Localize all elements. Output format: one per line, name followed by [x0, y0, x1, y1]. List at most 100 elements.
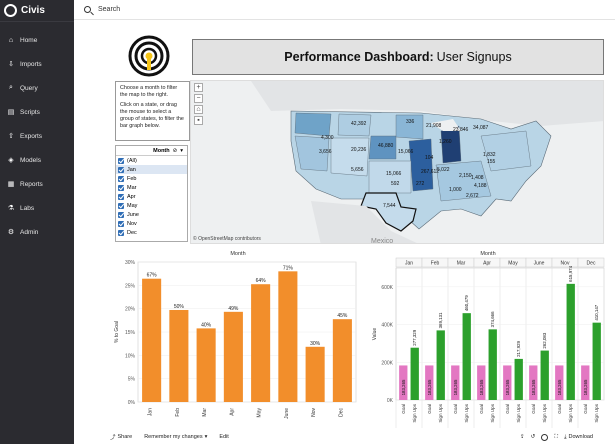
month-filter-option[interactable]: Mar: [116, 183, 187, 192]
month-filter-option[interactable]: Apr: [116, 192, 187, 201]
edit-button[interactable]: Edit: [219, 434, 228, 440]
sidebar-item-home[interactable]: ⌂ Home: [0, 28, 74, 52]
top-search-bar[interactable]: Search: [74, 0, 615, 20]
map-credit[interactable]: © OpenStreetMap contributors: [193, 236, 261, 242]
bar-feb[interactable]: [169, 309, 189, 402]
percent-to-goal-chart[interactable]: Month 0% 5% 10% 15% 20% 25% 30% % to Goal 67% Jan 5…: [110, 248, 366, 426]
state-value-label[interactable]: 34,087: [473, 125, 489, 131]
state-value-label[interactable]: 2,672: [466, 193, 479, 199]
state-value-label[interactable]: 104: [425, 155, 434, 161]
month-filter-option[interactable]: Jan: [116, 165, 187, 174]
state-value-label[interactable]: 272: [416, 181, 425, 187]
checkbox-checked-icon[interactable]: [118, 211, 124, 218]
state-value-label[interactable]: 3,656: [319, 149, 332, 155]
bar-jan[interactable]: [142, 278, 162, 402]
month-filter-option[interactable]: Dec: [116, 228, 187, 237]
checkbox-checked-icon[interactable]: [118, 193, 124, 200]
state-value-label[interactable]: 155: [487, 159, 496, 165]
checkbox-checked-icon[interactable]: [118, 229, 124, 236]
bar-apr[interactable]: [223, 311, 243, 402]
checkbox-checked-icon[interactable]: [118, 175, 124, 182]
lock-map-icon[interactable]: ▪: [194, 116, 203, 125]
goal-bar-feb[interactable]: [425, 365, 434, 400]
bar-nov[interactable]: [305, 346, 325, 402]
bar-dec[interactable]: [332, 319, 352, 402]
state-value-label[interactable]: 4,188: [474, 183, 487, 189]
checkbox-checked-icon[interactable]: [118, 166, 124, 173]
goal-bar-jan[interactable]: [399, 365, 408, 400]
state-value-label[interactable]: 336: [406, 119, 415, 125]
checkbox-checked-icon[interactable]: [118, 220, 124, 227]
state-value-label[interactable]: 46,880: [378, 143, 394, 149]
sidebar-item-models[interactable]: ◈ Models: [0, 148, 74, 172]
refresh-icon[interactable]: [541, 433, 549, 441]
state-value-label[interactable]: 15,066: [386, 171, 402, 177]
map-canvas[interactable]: 336 42,392 21,908 23,846 34,087 4,300 3,656 20,…: [191, 81, 604, 244]
state-value-label[interactable]: 7,544: [383, 203, 396, 209]
month-filter-option[interactable]: Feb: [116, 174, 187, 183]
sidebar-item-reports[interactable]: ▦ Reports: [0, 172, 74, 196]
checkbox-checked-icon[interactable]: [118, 184, 124, 191]
filter-menu-icon[interactable]: ▾: [180, 147, 183, 154]
month-filter-option[interactable]: June: [116, 210, 187, 219]
state-value-label[interactable]: 42,392: [351, 121, 367, 127]
search-icon[interactable]: [84, 6, 91, 13]
share-button[interactable]: ⤴ Share: [110, 433, 132, 441]
signups-bar-may[interactable]: [514, 358, 523, 400]
search-input[interactable]: Search: [98, 6, 121, 13]
us-map[interactable]: 336 42,392 21,908 23,846 34,087 4,300 3,656 20,…: [190, 80, 604, 244]
state-value-label[interactable]: 1,832: [483, 152, 496, 158]
sidebar-item-scripts[interactable]: ▤ Scripts: [0, 100, 74, 124]
share-link-icon[interactable]: ⇪: [520, 434, 525, 440]
signups-bar-feb[interactable]: [436, 330, 445, 400]
signups-bar-mar[interactable]: [462, 313, 471, 400]
signups-bar-jan[interactable]: [410, 347, 419, 400]
checkbox-checked-icon[interactable]: [118, 202, 124, 209]
zoom-in-icon[interactable]: +: [194, 83, 203, 92]
state-value-label[interactable]: 21,908: [426, 123, 442, 129]
bar-mar[interactable]: [196, 328, 216, 402]
filter-clear-icon[interactable]: ⊘: [172, 147, 178, 154]
goal-bar-may[interactable]: [503, 365, 512, 400]
remember-changes-dropdown[interactable]: Remember my changes ▾: [144, 434, 207, 440]
sidebar-item-admin[interactable]: ⚙ Admin: [0, 220, 74, 244]
goal-bar-june[interactable]: [529, 365, 538, 400]
sidebar-item-imports[interactable]: ⇩ Imports: [0, 52, 74, 76]
state-value-label[interactable]: 20,236: [351, 147, 367, 153]
state-value-label[interactable]: 592: [391, 181, 400, 187]
zoom-out-icon[interactable]: −: [194, 94, 203, 103]
state-value-label[interactable]: 15,066: [398, 149, 414, 155]
sidebar-item-exports[interactable]: ⇧ Exports: [0, 124, 74, 148]
goal-vs-signups-chart[interactable]: Month Jan Feb Mar Apr May June Nov Dec 0K 200K 400K…: [368, 248, 608, 428]
signups-bar-dec[interactable]: [592, 322, 601, 400]
state-value-label[interactable]: 267,612: [421, 169, 439, 175]
fullscreen-icon[interactable]: ⛶: [554, 433, 559, 440]
state-value-label[interactable]: 5,656: [351, 167, 364, 173]
sidebar-item-query[interactable]: ⌕ Query: [0, 76, 74, 100]
download-button[interactable]: ⤓ Download: [564, 434, 593, 441]
signups-bar-june[interactable]: [540, 350, 549, 400]
signups-bar-nov[interactable]: [566, 283, 575, 400]
state-value-label[interactable]: 1,000: [449, 187, 462, 193]
state-value-label[interactable]: 4,300: [321, 135, 334, 141]
month-filter-option[interactable]: Nov: [116, 219, 187, 228]
sidebar-item-labs[interactable]: ⚗ Labs: [0, 196, 74, 220]
brand[interactable]: Civis: [0, 0, 74, 22]
revert-icon[interactable]: ↺: [530, 434, 536, 440]
goal-bar-apr[interactable]: [477, 365, 486, 400]
state-value-label[interactable]: 1,408: [471, 175, 484, 181]
state-value-label[interactable]: 5,022: [437, 167, 450, 173]
bar-may[interactable]: [251, 284, 271, 402]
checkbox-checked-icon[interactable]: [118, 157, 124, 164]
bar-june[interactable]: [278, 271, 298, 402]
home-map-icon[interactable]: ⌂: [194, 105, 203, 114]
goal-bar-dec[interactable]: [581, 365, 590, 400]
goal-bar-nov[interactable]: [555, 365, 564, 400]
goal-bar-mar[interactable]: [451, 365, 460, 400]
month-filter-option[interactable]: (All): [116, 156, 187, 165]
signups-bar-apr[interactable]: [488, 329, 497, 400]
state-value-label[interactable]: 2,150: [459, 173, 472, 179]
state-value-label[interactable]: 1,260: [439, 139, 452, 145]
state-value-label[interactable]: 23,846: [453, 127, 469, 133]
month-filter-option[interactable]: May: [116, 201, 187, 210]
